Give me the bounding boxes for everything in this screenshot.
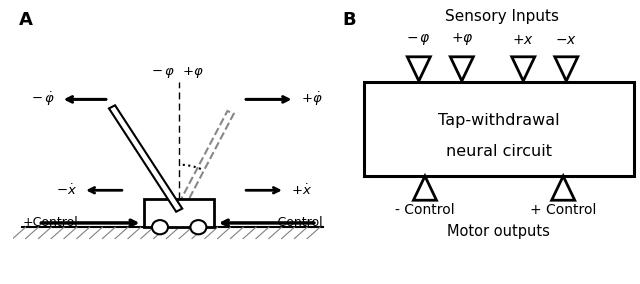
Polygon shape xyxy=(407,57,430,81)
Text: $+\dot{x}$: $+\dot{x}$ xyxy=(291,183,312,198)
Text: $-\dot{x}$: $-\dot{x}$ xyxy=(56,183,77,198)
Polygon shape xyxy=(451,57,474,81)
Text: $+\varphi$: $+\varphi$ xyxy=(451,31,473,47)
Text: $-\,\varphi$: $-\,\varphi$ xyxy=(150,66,174,80)
Text: $-x$: $-x$ xyxy=(556,33,577,47)
Circle shape xyxy=(191,220,206,234)
Polygon shape xyxy=(555,57,578,81)
Text: + Control: + Control xyxy=(530,203,596,217)
Text: +Control: +Control xyxy=(22,216,78,229)
Polygon shape xyxy=(552,176,575,200)
Text: B: B xyxy=(342,11,356,29)
Text: $+\varphi$: $+\varphi$ xyxy=(182,64,204,80)
Text: A: A xyxy=(19,11,33,29)
Text: $+\dot{\varphi}$: $+\dot{\varphi}$ xyxy=(301,91,323,108)
Text: $-\,\varphi$: $-\,\varphi$ xyxy=(406,32,431,47)
Polygon shape xyxy=(413,176,436,200)
Text: $+x$: $+x$ xyxy=(512,33,534,47)
Text: -Control: -Control xyxy=(273,216,323,229)
Text: Sensory Inputs: Sensory Inputs xyxy=(445,9,559,24)
Circle shape xyxy=(152,220,168,234)
Bar xyxy=(364,82,634,176)
Bar xyxy=(144,199,214,227)
Text: Tap-withdrawal: Tap-withdrawal xyxy=(438,113,559,128)
Polygon shape xyxy=(109,105,182,212)
Polygon shape xyxy=(176,111,234,212)
Text: neural circuit: neural circuit xyxy=(445,145,552,159)
Text: - Control: - Control xyxy=(395,203,455,217)
Text: $-\,\dot{\varphi}$: $-\,\dot{\varphi}$ xyxy=(31,91,54,108)
Text: Motor outputs: Motor outputs xyxy=(447,224,550,239)
Polygon shape xyxy=(512,57,535,81)
